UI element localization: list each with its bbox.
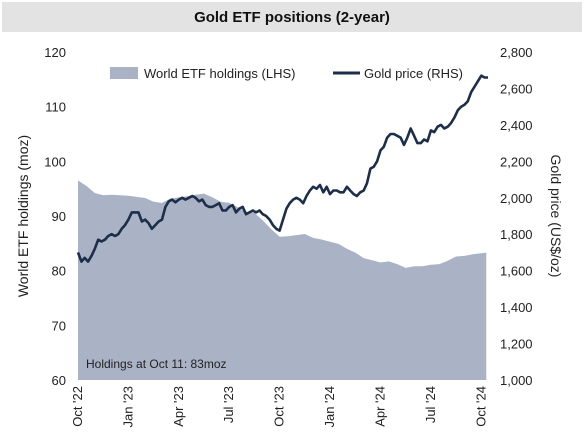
right-axis-label: Gold price (US$/oz) xyxy=(548,155,564,278)
left-tick-label: 70 xyxy=(52,318,66,333)
right-tick-label: 1,800 xyxy=(500,227,533,242)
legend-label-holdings: World ETF holdings (LHS) xyxy=(144,66,295,81)
right-tick-label: 2,600 xyxy=(500,81,533,96)
x-axis-ticks: Oct '22 Jan '23 Apr '23 Jul '23 Oct '23 Jan '… xyxy=(70,386,488,428)
right-tick-label: 1,600 xyxy=(500,264,533,279)
left-tick-label: 60 xyxy=(52,373,66,388)
price-line xyxy=(76,74,488,263)
right-tick-label: 2,800 xyxy=(500,45,533,60)
holdings-area xyxy=(78,180,487,380)
x-tick-label: Jul '24 xyxy=(423,386,438,423)
left-tick-label: 110 xyxy=(45,100,66,115)
x-tick-label: Oct '22 xyxy=(70,386,85,427)
right-tick-label: 2,200 xyxy=(500,154,533,169)
right-tick-label: 1,400 xyxy=(500,300,533,315)
x-tick-label: Jul '23 xyxy=(221,386,236,423)
right-tick-label: 1,000 xyxy=(500,373,533,388)
legend-swatch-holdings xyxy=(110,67,138,79)
chart-title: Gold ETF positions (2-year) xyxy=(194,9,390,26)
left-tick-label: 120 xyxy=(44,45,66,60)
price-line-layer xyxy=(76,74,488,263)
left-tick-label: 80 xyxy=(52,264,66,279)
x-tick-label: Apr '23 xyxy=(171,386,186,427)
left-tick-label: 100 xyxy=(44,154,66,169)
left-axis-label: World ETF holdings (moz) xyxy=(15,135,31,297)
x-tick-label: Oct '23 xyxy=(272,386,287,427)
left-axis-ticks: 60 70 80 90 100 110 120 xyxy=(44,45,66,388)
right-tick-label: 1,200 xyxy=(500,337,533,352)
legend: World ETF holdings (LHS) Gold price (RHS… xyxy=(110,66,463,81)
x-tick-label: Jan '24 xyxy=(322,386,337,428)
legend-label-price: Gold price (RHS) xyxy=(364,66,463,81)
right-axis-ticks: 1,000 1,200 1,400 1,600 1,800 2,000 2,200 2,400… xyxy=(500,45,533,388)
holdings-area-layer xyxy=(78,180,487,380)
right-tick-label: 2,400 xyxy=(500,118,533,133)
holdings-annotation: Holdings at Oct 11: 83moz xyxy=(86,357,227,371)
x-tick-label: Jan '23 xyxy=(120,386,135,428)
right-tick-label: 2,000 xyxy=(500,191,533,206)
x-tick-label: Apr '24 xyxy=(372,386,387,427)
title-bar xyxy=(2,2,582,32)
x-tick-label: Oct '24 xyxy=(473,386,488,427)
left-tick-label: 90 xyxy=(52,209,66,224)
